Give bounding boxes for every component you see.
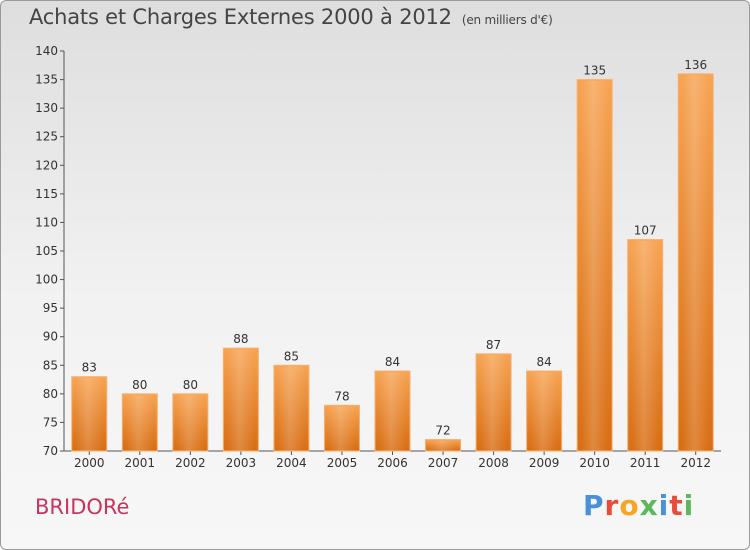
y-tick-label: 140 <box>35 44 58 58</box>
chart-title-text: Achats et Charges Externes 2000 à 2012 <box>29 5 452 29</box>
bar-highlight <box>75 377 103 451</box>
y-tick-label: 90 <box>43 330 58 344</box>
bar-highlight <box>277 366 305 451</box>
bar-value-label: 136 <box>684 58 707 72</box>
bar-highlight <box>328 406 356 451</box>
bar-value-label: 85 <box>284 349 299 363</box>
bar-highlight <box>480 354 508 451</box>
bar-highlight <box>631 240 659 451</box>
bar-value-label: 107 <box>634 224 657 238</box>
y-tick-label: 135 <box>35 73 58 87</box>
x-tick-label: 2001 <box>125 456 156 470</box>
bar-highlight <box>530 372 558 451</box>
y-tick-label: 85 <box>43 358 58 372</box>
y-tick-label: 80 <box>43 387 58 401</box>
y-tick-label: 105 <box>35 244 58 258</box>
bar-highlight <box>682 74 710 451</box>
x-tick-label: 2005 <box>327 456 358 470</box>
y-tick-label: 110 <box>35 215 58 229</box>
bar-highlight <box>176 394 204 451</box>
y-tick-label: 95 <box>43 301 58 315</box>
y-tick-label: 75 <box>43 415 58 429</box>
bar-value-label: 84 <box>385 355 400 369</box>
bar-value-label: 83 <box>82 361 97 375</box>
logo-letter: r <box>604 489 620 522</box>
x-tick-label: 2009 <box>529 456 560 470</box>
x-tick-label: 2000 <box>74 456 105 470</box>
proxiti-logo: Proxiti <box>583 489 694 522</box>
logo-letter: i <box>683 489 695 522</box>
bar-value-label: 135 <box>583 64 606 78</box>
axes: 70 75 80 85 90 95 100 105 110 115 120 125 130 135 140 2… <box>35 44 721 470</box>
x-tick-label: 2011 <box>630 456 661 470</box>
bars <box>71 73 714 452</box>
bar-value-label: 88 <box>233 332 248 346</box>
y-tick-label: 130 <box>35 101 58 115</box>
y-tick-label: 70 <box>43 444 58 458</box>
x-tick-label: 2006 <box>377 456 408 470</box>
bar-value-label: 72 <box>435 424 450 438</box>
x-tick-label: 2007 <box>428 456 459 470</box>
chart-title: Achats et Charges Externes 2000 à 2012 (e… <box>29 5 553 29</box>
x-tick-label: 2002 <box>175 456 206 470</box>
bar-value-label: 80 <box>183 378 198 392</box>
x-tick-label: 2010 <box>579 456 610 470</box>
bar-highlight <box>429 440 457 451</box>
bar-highlight <box>227 349 255 451</box>
x-tick-label: 2004 <box>276 456 307 470</box>
bar-highlight <box>379 372 406 451</box>
bar-highlight <box>126 394 154 451</box>
y-tick-label: 100 <box>35 273 58 287</box>
chart-unit: (en milliers d'€) <box>461 13 553 27</box>
y-tick-label: 120 <box>35 158 58 172</box>
x-tick-label: 2008 <box>478 456 509 470</box>
bar-highlight <box>581 80 609 452</box>
commune-name: BRIDORé <box>35 495 130 519</box>
logo-letter: t <box>669 489 684 522</box>
logo-letter: i <box>658 489 670 522</box>
bar-value-label: 78 <box>334 389 349 403</box>
x-tick-label: 2012 <box>680 456 711 470</box>
bar-value-label: 87 <box>486 338 501 352</box>
bar-value-label: 80 <box>132 378 147 392</box>
y-tick-label: 125 <box>35 130 58 144</box>
logo-letter: P <box>583 489 605 522</box>
y-tick-label: 115 <box>35 187 58 201</box>
bar-value-labels: 83 80 80 88 85 78 84 72 87 84 135 107 136 <box>82 58 708 438</box>
logo-letter: o <box>619 489 640 522</box>
logo-letter: x <box>639 489 659 522</box>
bar-value-label: 84 <box>536 355 551 369</box>
x-tick-label: 2003 <box>226 456 257 470</box>
